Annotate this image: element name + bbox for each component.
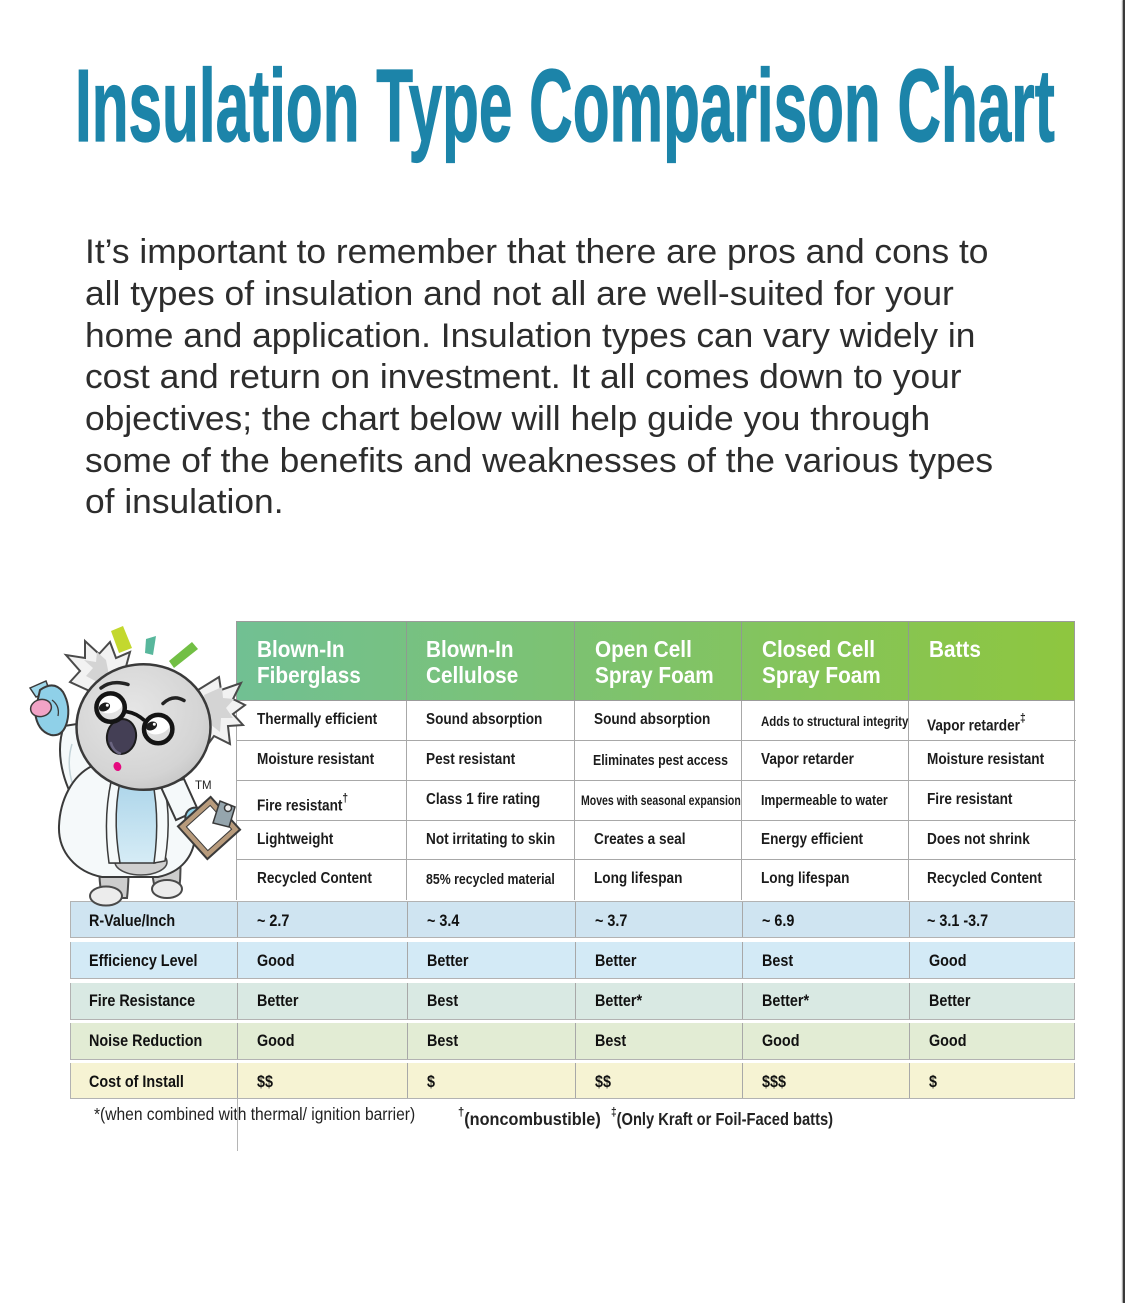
svg-text:TM: TM — [195, 780, 212, 792]
